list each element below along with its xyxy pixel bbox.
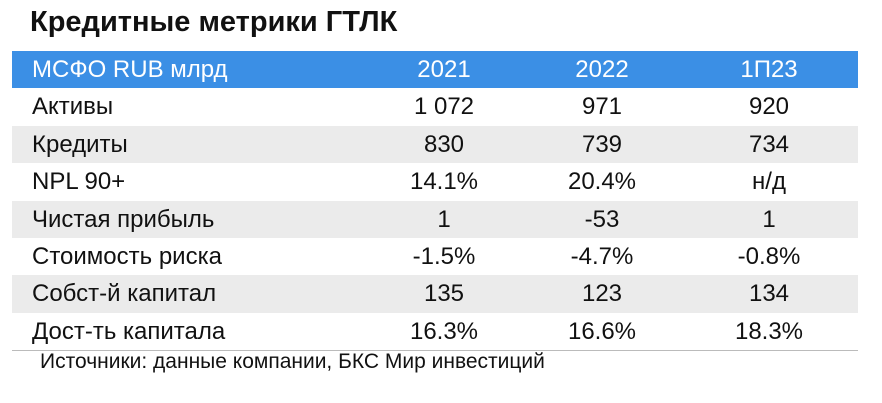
cell-value: 830 bbox=[423, 130, 465, 158]
table-row: Собст-й капитал 135 123 134 bbox=[12, 275, 858, 313]
row-label: Кредиты bbox=[32, 130, 128, 158]
row-label: Собст-й капитал bbox=[32, 280, 217, 308]
cell-value: 16.6% bbox=[567, 317, 637, 345]
cell-value: -0.8% bbox=[737, 242, 801, 270]
cell-value: 20.4% bbox=[567, 168, 637, 196]
cell-value: 1 bbox=[437, 205, 451, 233]
row-label: Чистая прибыль bbox=[32, 205, 215, 233]
title: Кредитные метрики ГТЛК bbox=[30, 6, 398, 38]
cell-value: 920 bbox=[748, 93, 790, 121]
cell-value: -4.7% bbox=[570, 242, 634, 270]
cell-value: -1.5% bbox=[412, 242, 476, 270]
cell-value: 18.3% bbox=[734, 317, 804, 345]
cell-value: н/д bbox=[752, 168, 786, 196]
source-note: Источники: данные компании, БКС Мир инве… bbox=[40, 350, 545, 373]
table-row: Стоимость риска -1.5% -4.7% -0.8% bbox=[12, 238, 858, 275]
row-label: Стоимость риска bbox=[32, 242, 222, 270]
cell-value: 2022 bbox=[575, 56, 629, 83]
cell-value: 135 bbox=[423, 280, 465, 308]
table-row: Чистая прибыль 1 -53 1 bbox=[12, 200, 858, 238]
cell-value: 16.3% bbox=[409, 317, 479, 345]
row-label: Активы bbox=[32, 93, 114, 121]
row-label: МСФО RUB млрд bbox=[32, 56, 228, 83]
table-row: Кредиты 830 739 734 bbox=[12, 125, 858, 164]
row-label: NPL 90+ bbox=[32, 168, 126, 196]
cell-value: 971 bbox=[581, 93, 623, 121]
table-row: NPL 90+ 14.1% 20.4% н/д bbox=[12, 163, 858, 200]
cell-value: 739 bbox=[581, 130, 623, 158]
cell-value: 2021 bbox=[417, 56, 471, 83]
cell-value: 734 bbox=[748, 130, 790, 158]
cell-value: 14.1% bbox=[409, 168, 479, 196]
cell-value: 123 bbox=[581, 280, 623, 308]
cell-value: 1 bbox=[762, 205, 776, 233]
row-label: Дост-ть капитала bbox=[32, 317, 226, 345]
cell-value: -53 bbox=[584, 205, 620, 233]
table-row: Дост-ть капитала 16.3% 16.6% 18.3% bbox=[12, 313, 858, 350]
table: МСФО RUB млрд 2021 2022 1П23 Активы 1 072 971 9… bbox=[12, 51, 858, 352]
cell-value: 134 bbox=[748, 280, 790, 308]
cell-value: 1 072 bbox=[413, 93, 475, 121]
cell-value: 1П23 bbox=[740, 56, 798, 83]
table-row: Активы 1 072 971 920 bbox=[12, 88, 858, 125]
header-row: МСФО RUB млрд 2021 2022 1П23 bbox=[12, 51, 858, 89]
